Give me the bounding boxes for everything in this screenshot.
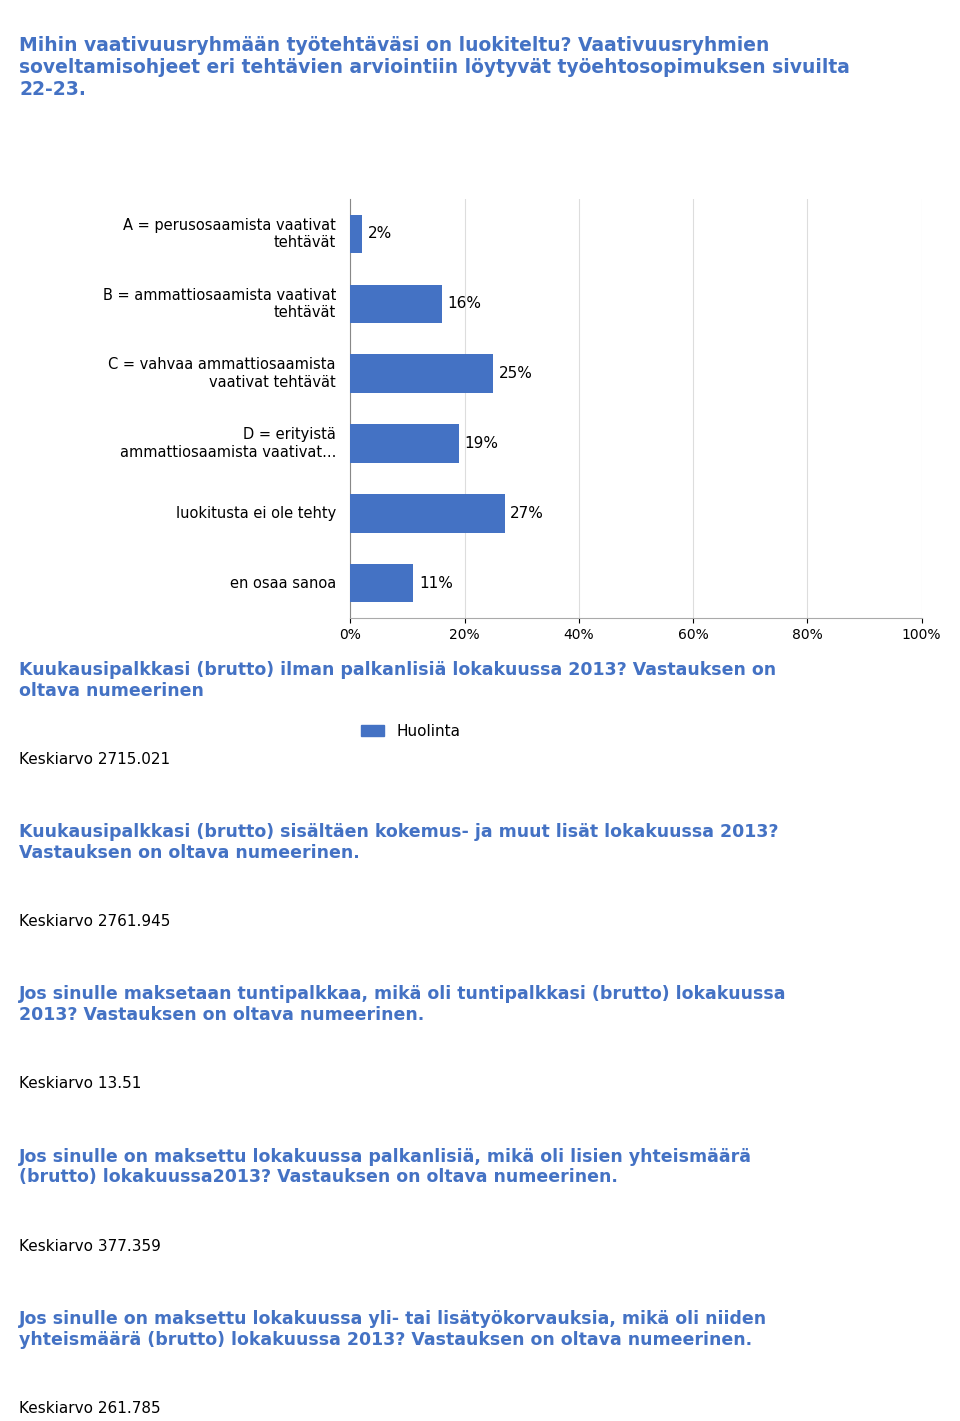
Text: 16%: 16% <box>447 296 482 311</box>
Text: 27%: 27% <box>511 506 544 522</box>
Bar <box>350 564 413 603</box>
Bar <box>350 215 362 253</box>
Text: Jos sinulle on maksettu lokakuussa yli- tai lisätyökorvauksia, mikä oli niiden
y: Jos sinulle on maksettu lokakuussa yli- … <box>19 1310 767 1349</box>
Text: Keskiarvo 377.359: Keskiarvo 377.359 <box>19 1239 161 1253</box>
Legend: Huolinta: Huolinta <box>355 718 467 745</box>
Text: Keskiarvo 13.51: Keskiarvo 13.51 <box>19 1076 141 1091</box>
Text: B = ammattiosaamista vaativat
tehtävät: B = ammattiosaamista vaativat tehtävät <box>103 287 336 320</box>
Text: Kuukausipalkkasi (brutto) ilman palkanlisiä lokakuussa 2013? Vastauksen on
oltav: Kuukausipalkkasi (brutto) ilman palkanli… <box>19 661 777 699</box>
Bar <box>350 425 459 463</box>
Text: Keskiarvo 261.785: Keskiarvo 261.785 <box>19 1401 161 1415</box>
Text: luokitusta ei ole tehty: luokitusta ei ole tehty <box>176 506 336 522</box>
Text: Jos sinulle maksetaan tuntipalkkaa, mikä oli tuntipalkkasi (brutto) lokakuussa
2: Jos sinulle maksetaan tuntipalkkaa, mikä… <box>19 985 786 1025</box>
Text: Keskiarvo 2715.021: Keskiarvo 2715.021 <box>19 752 170 767</box>
Text: 11%: 11% <box>419 576 453 591</box>
Text: en osaa sanoa: en osaa sanoa <box>229 576 336 591</box>
Text: 25%: 25% <box>499 367 533 381</box>
Bar <box>350 354 493 392</box>
Bar <box>350 495 505 533</box>
Text: Keskiarvo 2761.945: Keskiarvo 2761.945 <box>19 914 171 929</box>
Text: 19%: 19% <box>465 436 498 450</box>
Text: C = vahvaa ammattiosaamista
vaativat tehtävät: C = vahvaa ammattiosaamista vaativat teh… <box>108 358 336 389</box>
Text: D = erityistä
ammattiosaamista vaativat...: D = erityistä ammattiosaamista vaativat.… <box>120 428 336 459</box>
Text: Jos sinulle on maksettu lokakuussa palkanlisiä, mikä oli lisien yhteismäärä
(bru: Jos sinulle on maksettu lokakuussa palka… <box>19 1148 753 1187</box>
Text: 2%: 2% <box>368 226 392 242</box>
Text: A = perusosaamista vaativat
tehtävät: A = perusosaamista vaativat tehtävät <box>123 217 336 250</box>
Text: Kuukausipalkkasi (brutto) sisältäen kokemus- ja muut lisät lokakuussa 2013?
Vast: Kuukausipalkkasi (brutto) sisältäen koke… <box>19 823 779 863</box>
Bar <box>350 284 442 323</box>
Text: Mihin vaativuusryhmään työtehtäväsi on luokiteltu? Vaativuusryhmien
soveltamisoh: Mihin vaativuusryhmään työtehtäväsi on l… <box>19 36 850 98</box>
